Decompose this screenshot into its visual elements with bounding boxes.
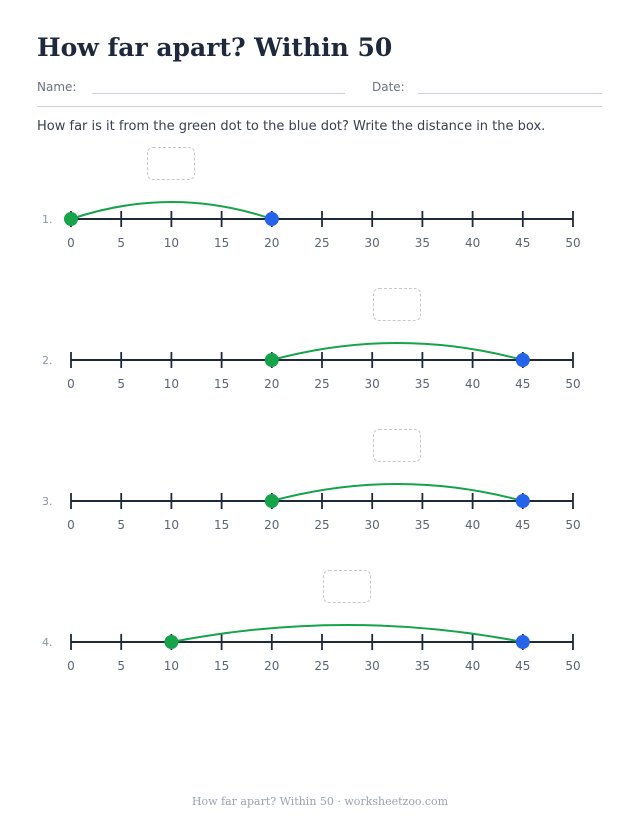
- tick-label: 20: [264, 518, 279, 532]
- distance-arc: [271, 483, 524, 502]
- blue-end-dot: [515, 494, 530, 508]
- tick-label: 50: [565, 236, 580, 250]
- tick-label: 30: [365, 518, 380, 532]
- tick-label: 25: [314, 659, 329, 673]
- tick-label: 50: [565, 377, 580, 391]
- tick-label: 35: [415, 377, 430, 391]
- tick-label: 40: [465, 659, 480, 673]
- instructions: How far is it from the green dot to the …: [37, 119, 546, 134]
- distance-arc: [70, 201, 273, 220]
- tick-label: 30: [365, 659, 380, 673]
- tick-label: 15: [214, 659, 229, 673]
- green-start-dot: [64, 212, 78, 226]
- tick-label: 20: [264, 659, 279, 673]
- distance-arc: [271, 342, 524, 361]
- tick-label: 25: [314, 518, 329, 532]
- worksheet-title: How far apart? Within 50: [37, 33, 393, 62]
- tick-label: 25: [314, 236, 329, 250]
- tick-label: 45: [515, 377, 530, 391]
- tick-label: 5: [117, 377, 125, 391]
- green-start-dot: [164, 635, 179, 649]
- tick-label: 40: [465, 518, 480, 532]
- number-line-4: 4. 0 5 10 15 20 25 30 35 40 45 50: [42, 624, 581, 673]
- tick-label: 10: [164, 236, 179, 250]
- problem-3: 3. 0 5 10 15 20 25 30 35 40 45 50: [0, 402, 640, 532]
- name-field[interactable]: [92, 93, 345, 94]
- tick-label: 0: [67, 377, 75, 391]
- problem-label: 3.: [42, 495, 53, 508]
- problem-1: 1. 0 5 10 15 20 25 30 35 40 45 50: [0, 120, 640, 250]
- tick-label: 30: [365, 377, 380, 391]
- tick-label: 5: [117, 518, 125, 532]
- tick-label: 30: [365, 236, 380, 250]
- blue-end-dot: [515, 353, 530, 367]
- date-label: Date:: [372, 80, 405, 94]
- green-start-dot: [264, 353, 279, 367]
- number-line-3: 3. 0 5 10 15 20 25 30 35 40 45 50: [42, 483, 581, 532]
- answer-box[interactable]: [373, 429, 422, 462]
- tick-label: 45: [515, 659, 530, 673]
- tick-label: 15: [214, 236, 229, 250]
- green-start-dot: [264, 494, 279, 508]
- tick-label: 35: [415, 518, 430, 532]
- footer: How far apart? Within 50 · worksheetzoo.…: [191, 795, 449, 808]
- tick-label: 45: [515, 518, 530, 532]
- answer-box[interactable]: [147, 147, 196, 180]
- problem-label: 4.: [42, 636, 53, 649]
- tick-label: 20: [264, 377, 279, 391]
- tick-label: 25: [314, 377, 329, 391]
- problem-label: 1.: [42, 213, 53, 226]
- tick-label: 0: [67, 236, 75, 250]
- tick-label: 5: [117, 236, 125, 250]
- tick-label: 40: [465, 377, 480, 391]
- header-divider: [37, 106, 602, 107]
- problem-2: 2. 0 5 10 15 20 25 30 35 40 45 50: [0, 261, 640, 391]
- tick-label: 5: [117, 659, 125, 673]
- tick-label: 35: [415, 236, 430, 250]
- tick-label: 35: [415, 659, 430, 673]
- tick-label: 10: [164, 518, 179, 532]
- tick-label: 50: [565, 659, 580, 673]
- distance-arc: [171, 624, 523, 643]
- blue-end-dot: [515, 635, 530, 649]
- tick-label: 10: [164, 377, 179, 391]
- number-line-1: 1. 0 5 10 15 20 25 30 35 40 45 50: [42, 201, 581, 250]
- name-label: Name:: [37, 80, 77, 94]
- problem-label: 2.: [42, 354, 53, 367]
- answer-box[interactable]: [373, 288, 422, 321]
- tick-label: 20: [264, 236, 279, 250]
- tick-label: 45: [515, 236, 530, 250]
- blue-end-dot: [264, 212, 279, 226]
- answer-box[interactable]: [323, 570, 372, 603]
- number-line-2: 2. 0 5 10 15 20 25 30 35 40 45 50: [42, 342, 581, 391]
- tick-label: 10: [164, 659, 179, 673]
- tick-label: 15: [214, 518, 229, 532]
- tick-label: 15: [214, 377, 229, 391]
- tick-label: 40: [465, 236, 480, 250]
- date-field[interactable]: [418, 93, 602, 94]
- tick-label: 0: [67, 659, 75, 673]
- problem-4: 4. 0 5 10 15 20 25 30 35 40 45 50: [0, 543, 640, 673]
- tick-label: 0: [67, 518, 75, 532]
- tick-label: 50: [565, 518, 580, 532]
